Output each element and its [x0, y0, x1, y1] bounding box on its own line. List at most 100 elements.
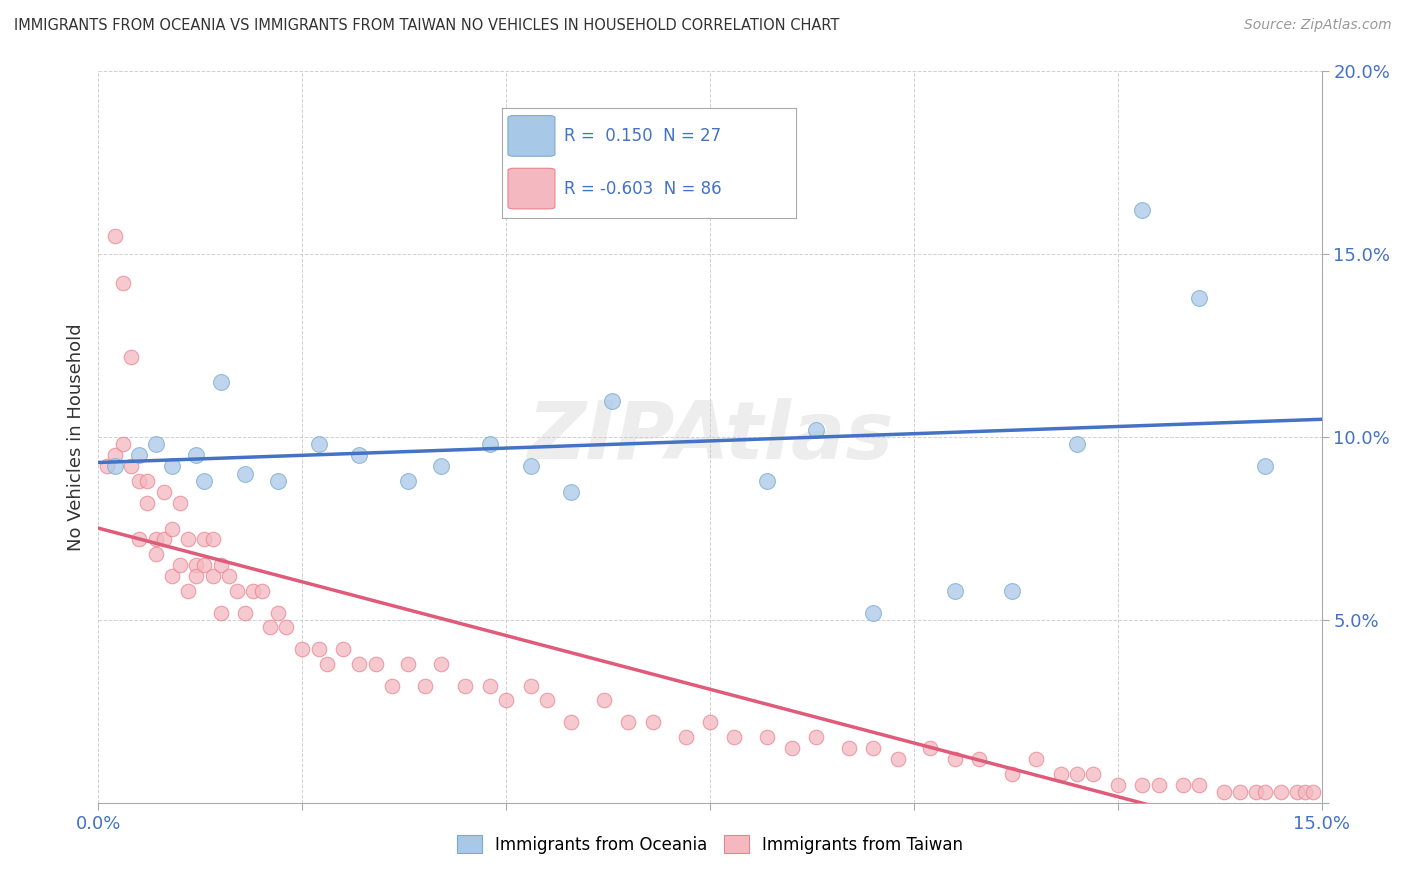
Point — [1083, 766, 1105, 780]
Point — [242, 583, 264, 598]
Text: ZIPAtlas: ZIPAtlas — [527, 398, 893, 476]
Point — [1229, 785, 1251, 799]
Point — [1049, 766, 1071, 780]
Point — [413, 679, 436, 693]
Point — [920, 740, 942, 755]
Point — [104, 448, 127, 462]
Point — [536, 693, 558, 707]
Point — [193, 558, 215, 573]
Point — [675, 730, 697, 744]
Point — [430, 459, 453, 474]
Point — [478, 679, 501, 693]
Point — [177, 583, 200, 598]
Point — [381, 679, 404, 693]
Point — [201, 533, 224, 547]
Y-axis label: No Vehicles in Household: No Vehicles in Household — [66, 323, 84, 551]
Text: Source: ZipAtlas.com: Source: ZipAtlas.com — [1244, 18, 1392, 32]
Text: IMMIGRANTS FROM OCEANIA VS IMMIGRANTS FROM TAIWAN NO VEHICLES IN HOUSEHOLD CORRE: IMMIGRANTS FROM OCEANIA VS IMMIGRANTS FR… — [14, 18, 839, 33]
Point — [96, 459, 118, 474]
Point — [145, 547, 167, 561]
Point — [1147, 778, 1170, 792]
Point — [454, 679, 477, 693]
Point — [267, 606, 290, 620]
Point — [209, 375, 232, 389]
Point — [862, 606, 884, 620]
Point — [1253, 785, 1275, 799]
Point — [145, 437, 167, 451]
Point — [291, 642, 314, 657]
Point — [145, 533, 167, 547]
Point — [519, 459, 541, 474]
Point — [1246, 785, 1268, 799]
Point — [308, 642, 330, 657]
Point — [332, 642, 354, 657]
Point — [1025, 752, 1047, 766]
Point — [160, 569, 183, 583]
Point — [209, 606, 232, 620]
Point — [209, 558, 232, 573]
Point — [267, 474, 290, 488]
Point — [1107, 778, 1129, 792]
Point — [804, 423, 827, 437]
Point — [1066, 766, 1088, 780]
Point — [186, 569, 208, 583]
Point — [560, 485, 582, 500]
Point — [111, 437, 134, 451]
Point — [111, 277, 134, 291]
Point — [1188, 778, 1211, 792]
Point — [169, 558, 191, 573]
Point — [349, 448, 371, 462]
Point — [862, 740, 884, 755]
Point — [104, 229, 127, 244]
Point — [136, 474, 159, 488]
Point — [838, 740, 860, 755]
Point — [1130, 203, 1153, 218]
Point — [1212, 785, 1234, 799]
Point — [780, 740, 803, 755]
Point — [152, 485, 174, 500]
Point — [1188, 291, 1211, 305]
Point — [1001, 583, 1024, 598]
Point — [233, 606, 256, 620]
Point — [274, 620, 297, 634]
Point — [233, 467, 256, 481]
Point — [1286, 785, 1309, 799]
Point — [560, 715, 582, 730]
Point — [250, 583, 273, 598]
Point — [641, 715, 664, 730]
Point — [186, 448, 208, 462]
Point — [218, 569, 240, 583]
Point — [396, 474, 419, 488]
Point — [967, 752, 990, 766]
Point — [1130, 778, 1153, 792]
Point — [193, 533, 215, 547]
Point — [128, 533, 150, 547]
Point — [943, 752, 966, 766]
Point — [160, 459, 183, 474]
Point — [495, 693, 517, 707]
Point — [519, 679, 541, 693]
Point — [1302, 785, 1324, 799]
Point — [259, 620, 281, 634]
Point — [617, 715, 640, 730]
Point — [1253, 459, 1275, 474]
Point — [349, 657, 371, 671]
Legend: Immigrants from Oceania, Immigrants from Taiwan: Immigrants from Oceania, Immigrants from… — [450, 829, 970, 860]
Point — [128, 448, 150, 462]
Point — [120, 459, 142, 474]
Point — [1066, 437, 1088, 451]
Point — [120, 350, 142, 364]
Point — [600, 393, 623, 408]
Point — [104, 459, 127, 474]
Point — [478, 437, 501, 451]
Point — [804, 730, 827, 744]
Point — [756, 730, 779, 744]
Point — [430, 657, 453, 671]
Point — [943, 583, 966, 598]
Point — [756, 474, 779, 488]
Point — [1001, 766, 1024, 780]
Point — [308, 437, 330, 451]
Point — [201, 569, 224, 583]
Point — [315, 657, 337, 671]
Point — [186, 558, 208, 573]
